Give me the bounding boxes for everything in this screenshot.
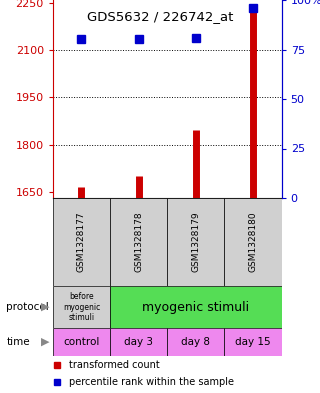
- Bar: [167, 198, 224, 286]
- Bar: [53, 286, 110, 328]
- Bar: [167, 328, 224, 356]
- Text: control: control: [63, 337, 100, 347]
- Text: GSM1328179: GSM1328179: [191, 212, 200, 272]
- Text: day 8: day 8: [181, 337, 210, 347]
- Text: day 3: day 3: [124, 337, 153, 347]
- Bar: [53, 198, 110, 286]
- Text: day 15: day 15: [235, 337, 271, 347]
- Text: percentile rank within the sample: percentile rank within the sample: [69, 377, 234, 387]
- Text: GSM1328180: GSM1328180: [249, 212, 258, 272]
- Text: protocol: protocol: [6, 302, 49, 312]
- Text: ▶: ▶: [41, 337, 49, 347]
- Text: GDS5632 / 226742_at: GDS5632 / 226742_at: [87, 10, 233, 23]
- Bar: [110, 286, 282, 328]
- Text: myogenic stimuli: myogenic stimuli: [142, 301, 249, 314]
- Bar: [110, 198, 167, 286]
- Bar: [53, 328, 110, 356]
- Bar: [224, 328, 282, 356]
- Text: transformed count: transformed count: [69, 360, 160, 370]
- Text: time: time: [6, 337, 30, 347]
- Bar: [110, 328, 167, 356]
- Text: ▶: ▶: [41, 302, 49, 312]
- Text: GSM1328177: GSM1328177: [77, 212, 86, 272]
- Bar: [224, 198, 282, 286]
- Text: GSM1328178: GSM1328178: [134, 212, 143, 272]
- Text: before
myogenic
stimuli: before myogenic stimuli: [63, 292, 100, 322]
